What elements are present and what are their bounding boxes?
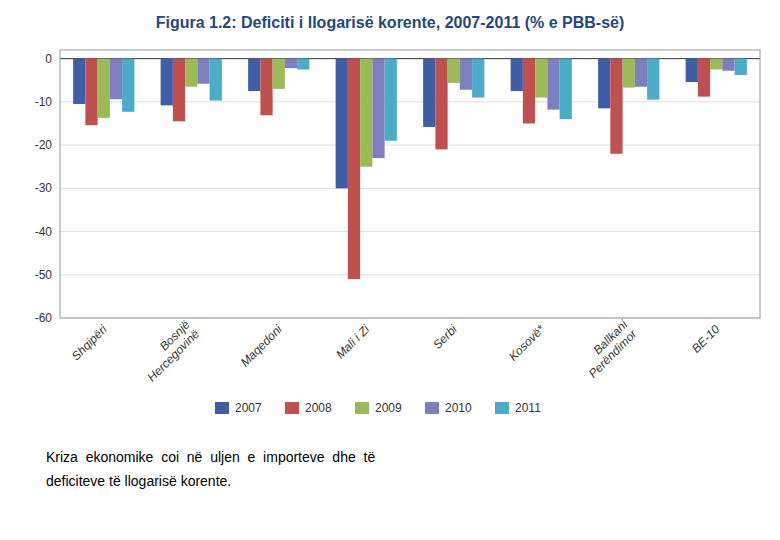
legend-swatch [355,402,369,414]
bar [372,59,384,158]
y-tick-label: -50 [35,268,53,282]
legend-entry: 2008 [305,401,332,415]
y-tick-label: -10 [35,95,53,109]
annotation: Kriza ekonomike coi në uljen e importeve… [46,449,375,465]
bar [423,59,435,127]
grid-line [60,274,760,275]
bar [547,59,559,110]
bar [385,59,397,141]
bar [85,59,97,126]
legend-entry: 2010 [445,401,472,415]
x-tick-label: Kosovë* [506,322,548,364]
bar [623,59,635,88]
bar [460,59,472,90]
bar [297,59,309,70]
bar [110,59,122,100]
bar [185,59,197,87]
bar [197,59,209,84]
bar [248,59,260,91]
bar [472,59,484,98]
x-axis: Shqipëri BosnjëHercegovinë Maqedoni Mali i … [69,317,723,385]
bar [210,59,222,101]
bar [285,59,297,69]
legend-swatch [495,402,509,414]
bar [635,59,647,87]
legend-entry: 2009 [375,401,402,415]
y-axis: 0 -10 -20 -30 -40 -50 -60 [35,52,760,325]
chart: Figura 1.2: Deficiti i llogarisë korente… [0,0,780,540]
bar [610,59,622,154]
y-tick-label: -30 [35,181,53,195]
bar [260,59,272,116]
legend-entry: 2011 [515,401,541,415]
y-tick-label: -40 [35,225,53,239]
grid-line [60,231,760,232]
bar [698,59,710,97]
legend-entry: 2007 [235,401,262,415]
plot-area [60,50,760,318]
bar [523,59,535,124]
bar [647,59,659,100]
bars [73,59,747,279]
bar [722,59,734,71]
bar [710,59,722,70]
bar [598,59,610,109]
legend-swatch [425,402,439,414]
bar [73,59,85,104]
grid-line [60,145,760,146]
bar [173,59,185,122]
bar [735,59,747,75]
y-tick-label: -60 [35,311,53,325]
bar [348,59,360,279]
x-tick-label: Serbi [430,322,460,352]
title: Figura 1.2: Deficiti i llogarisë korente… [156,14,625,31]
x-tick-label: Mali i Zi [333,322,372,361]
bar [560,59,572,120]
bar [98,59,110,118]
bar [273,59,285,89]
x-tick-label: BE-10 [689,322,723,356]
x-tick-label: Shqipëri [69,322,110,363]
bar [448,59,460,83]
bar [336,59,348,189]
x-tick-label: BallkaniPerëndimor [576,317,640,381]
x-tick-label: Maqedoni [238,322,285,369]
bar [686,59,698,82]
x-tick-label: BosnjëHercegovinë [135,317,202,384]
legend-swatch [285,402,299,414]
legend-swatch [215,402,229,414]
bar [511,59,523,91]
y-tick-label: 0 [45,52,52,66]
bar [122,59,134,112]
bar [360,59,372,167]
plot-frame [60,50,760,318]
bar [161,59,173,106]
y-tick-label: -20 [35,138,53,152]
annotation: deficiteve të llogarisë korente. [46,473,231,489]
bar [435,59,447,150]
grid-line [60,188,760,189]
bar [535,59,547,98]
legend: 2007 2008 2009 2010 2011 [215,401,541,415]
